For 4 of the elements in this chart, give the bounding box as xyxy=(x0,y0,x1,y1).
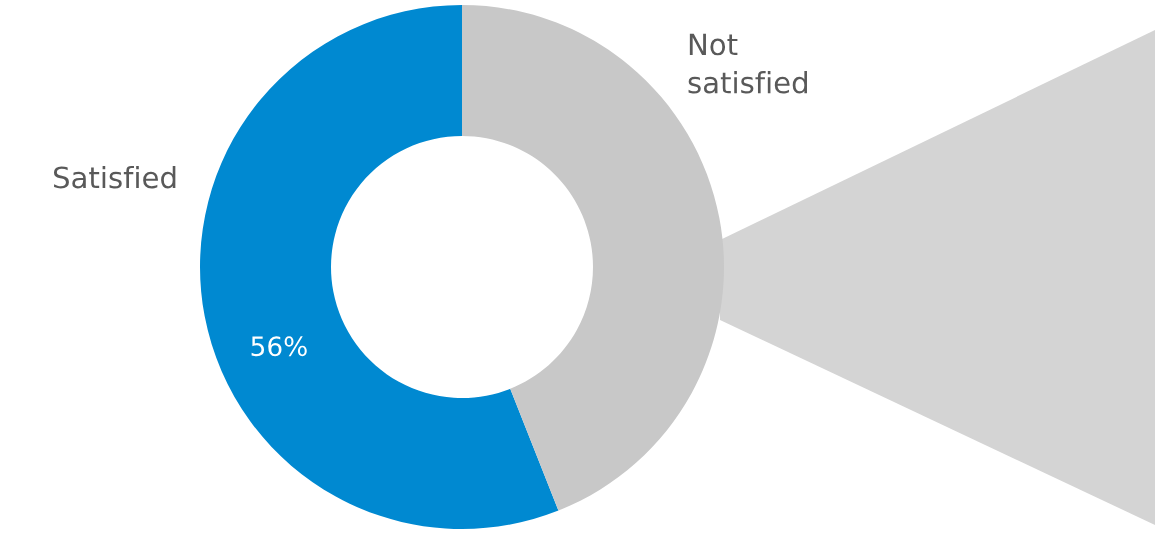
slice-label: Satisfied xyxy=(53,165,176,189)
data-label: 56% xyxy=(251,336,307,357)
donut-slice xyxy=(200,5,559,529)
slice-label: Not satisfied xyxy=(688,33,807,94)
